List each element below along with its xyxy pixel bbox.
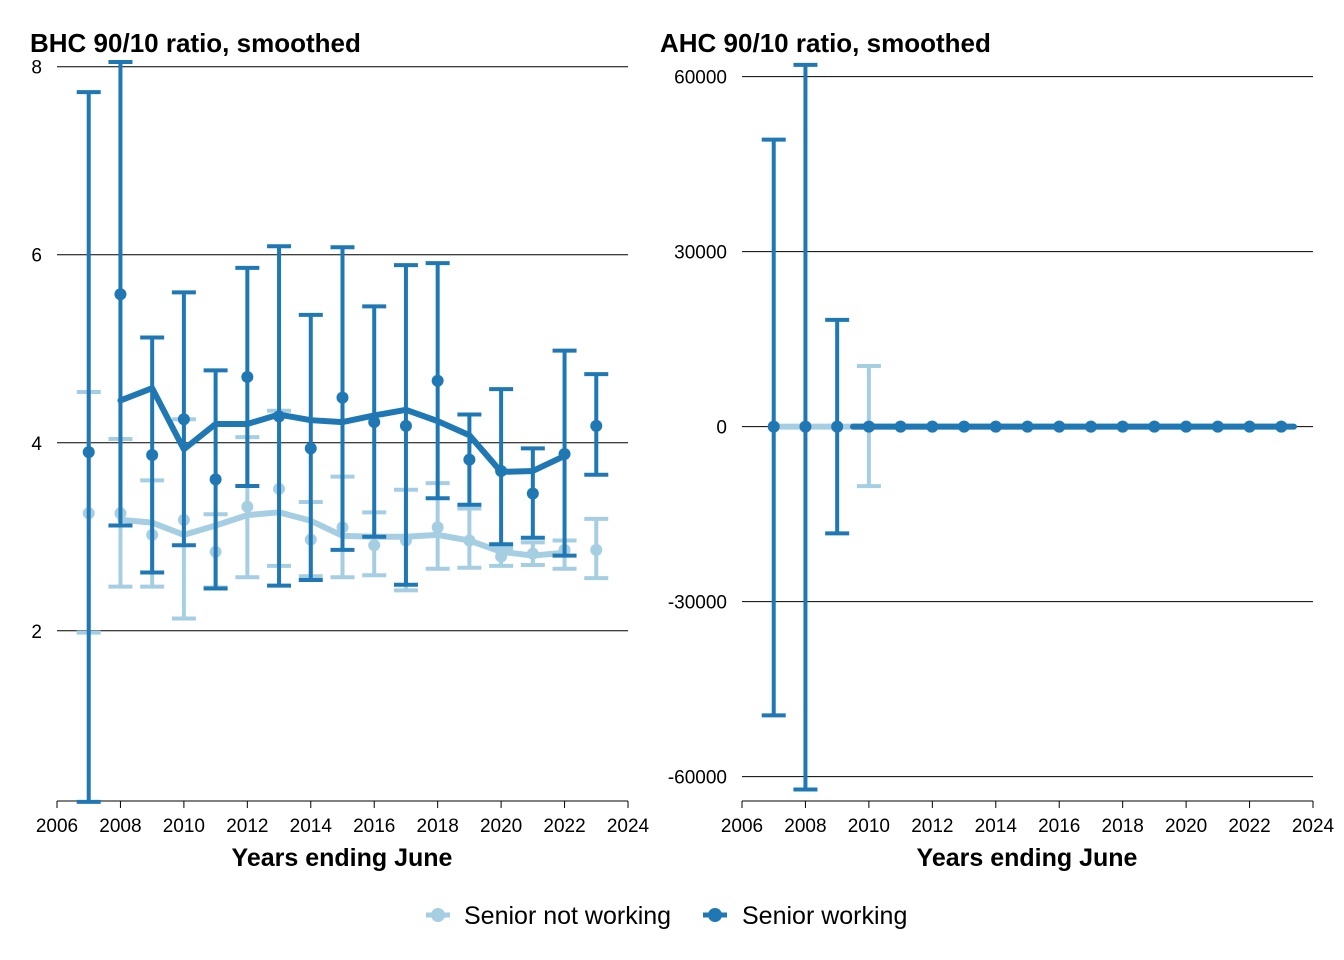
- y-tick-label: -60000: [668, 768, 727, 789]
- ahc-tick-labels: -60000 -30000 0 30000 60000 2006 2008 2010 2012 2…: [668, 68, 1335, 837]
- data-point: [273, 410, 286, 423]
- x-tick-label: 2022: [1228, 816, 1270, 837]
- data-point: [1084, 420, 1097, 433]
- x-tick-label: 2006: [36, 816, 78, 837]
- legend: Senior not working Senior working: [426, 902, 907, 930]
- data-point: [862, 420, 875, 433]
- y-tick-label: 6: [31, 246, 42, 267]
- data-point: [431, 374, 444, 387]
- data-point: [958, 420, 971, 433]
- legend-swatch-dot: [708, 908, 722, 922]
- data-point: [114, 288, 127, 301]
- legend-swatch-dot: [431, 908, 445, 922]
- x-tick-label: 2010: [163, 816, 205, 837]
- ahc-panel: AHC 90/10 ratio, smoothed -60000 -30000 0 3…: [660, 28, 1335, 872]
- data-point: [82, 446, 95, 459]
- ahc-data-marks: [761, 62, 1297, 792]
- series-senior-working: [761, 62, 1297, 792]
- data-point: [894, 420, 907, 433]
- x-tick-label: 2018: [417, 816, 459, 837]
- y-tick-label: 60000: [674, 68, 727, 89]
- data-point: [590, 543, 603, 556]
- legend-item-senior-working[interactable]: Senior working: [703, 902, 907, 930]
- x-tick-label: 2008: [99, 816, 141, 837]
- data-point: [177, 413, 190, 426]
- data-point: [926, 420, 939, 433]
- x-tick-label: 2006: [721, 816, 763, 837]
- y-tick-label: 0: [716, 418, 727, 439]
- data-point: [304, 442, 317, 455]
- x-tick-label: 2022: [543, 816, 585, 837]
- x-tick-label: 2014: [290, 816, 333, 837]
- x-tick-label: 2016: [1038, 816, 1080, 837]
- data-point: [1148, 420, 1161, 433]
- x-tick-label: 2014: [975, 816, 1018, 837]
- data-point: [1021, 420, 1034, 433]
- data-point: [1053, 420, 1066, 433]
- data-point: [590, 419, 603, 432]
- data-point: [1211, 420, 1224, 433]
- x-tick-label: 2010: [848, 816, 890, 837]
- data-point: [209, 473, 222, 486]
- ahc-panel-title: AHC 90/10 ratio, smoothed: [660, 28, 991, 58]
- smoothed-line: [117, 385, 568, 475]
- bhc-tick-labels: 2 4 6 8 2006 2008 2010 2012 2014 2016 2018 2020 2022…: [31, 58, 649, 837]
- data-point: [368, 539, 381, 552]
- x-tick-label: 2012: [911, 816, 953, 837]
- x-tick-label: 2012: [226, 816, 268, 837]
- ahc-x-axis-title: Years ending June: [917, 844, 1138, 872]
- data-point: [399, 419, 412, 432]
- data-point: [1275, 420, 1288, 433]
- data-point: [831, 420, 844, 433]
- bhc-panel-title: BHC 90/10 ratio, smoothed: [30, 28, 361, 58]
- ahc-gridlines: [741, 76, 1314, 808]
- legend-label: Senior not working: [464, 902, 671, 930]
- y-tick-label: 8: [31, 58, 42, 79]
- data-point: [1243, 420, 1256, 433]
- bhc-panel: BHC 90/10 ratio, smoothed 2 4 6 8 2006 2008 20…: [30, 28, 650, 872]
- x-tick-label: 2024: [607, 816, 650, 837]
- data-point: [526, 487, 539, 500]
- data-point: [463, 453, 476, 466]
- y-tick-label: 4: [31, 434, 42, 455]
- y-tick-label: 2: [31, 622, 42, 643]
- data-point: [241, 500, 254, 513]
- data-point: [431, 521, 444, 534]
- x-tick-label: 2020: [480, 816, 522, 837]
- legend-label: Senior working: [742, 902, 907, 930]
- data-point: [1116, 420, 1129, 433]
- series-senior-working: [76, 60, 609, 804]
- data-point: [495, 550, 508, 563]
- y-tick-label: 30000: [674, 243, 727, 264]
- x-tick-label: 2020: [1165, 816, 1207, 837]
- data-point: [368, 416, 381, 429]
- data-point: [495, 464, 508, 477]
- data-point: [989, 420, 1002, 433]
- data-point: [241, 370, 254, 383]
- bhc-x-axis-title: Years ending June: [232, 844, 453, 872]
- data-point: [558, 448, 571, 461]
- data-point: [1180, 420, 1193, 433]
- x-tick-label: 2018: [1102, 816, 1144, 837]
- y-tick-label: -30000: [668, 593, 727, 614]
- data-point: [463, 534, 476, 547]
- bhc-data-marks: [76, 60, 609, 804]
- data-point: [336, 391, 349, 404]
- data-point: [146, 448, 159, 461]
- legend-item-senior-not-working[interactable]: Senior not working: [426, 902, 671, 930]
- data-point: [799, 420, 812, 433]
- x-tick-label: 2008: [784, 816, 826, 837]
- x-tick-label: 2024: [1292, 816, 1335, 837]
- data-point: [767, 420, 780, 433]
- x-tick-label: 2016: [353, 816, 395, 837]
- data-point: [526, 547, 539, 560]
